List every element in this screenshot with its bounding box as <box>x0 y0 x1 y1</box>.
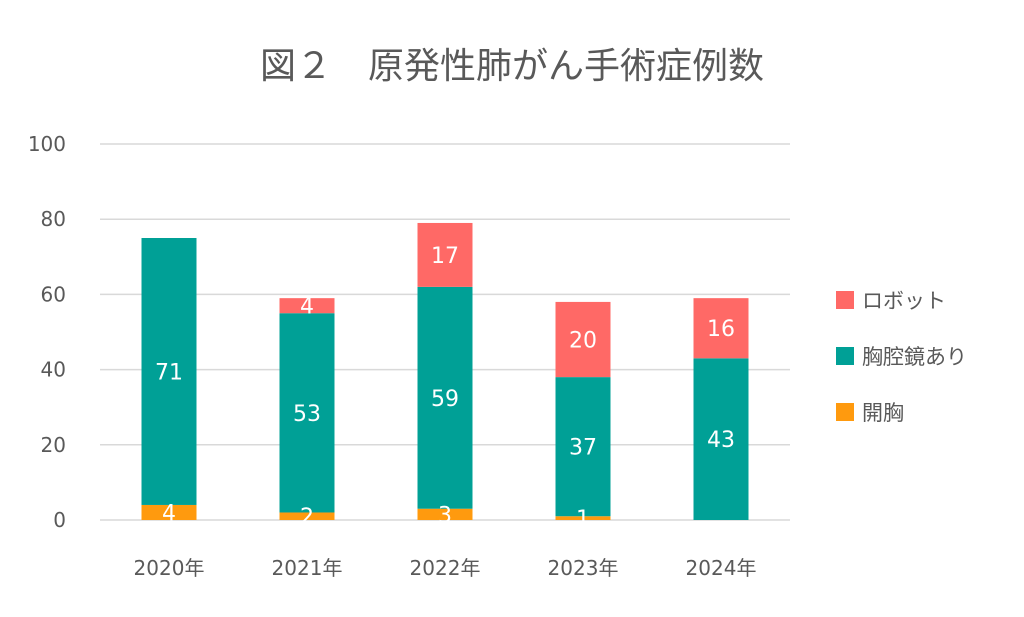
data-label: 17 <box>431 244 459 269</box>
y-tick-label: 40 <box>41 358 66 382</box>
bar-segment <box>279 313 335 513</box>
data-label: 53 <box>293 402 321 427</box>
data-label: 20 <box>569 329 597 354</box>
x-tick-label: 2024年 <box>686 556 757 580</box>
y-tick-labels: 0 20 40 60 80 100 <box>28 132 66 532</box>
chart-title: 図２ 原発性肺がん手術症例数 <box>260 46 764 87</box>
bar-segment <box>417 286 473 509</box>
bar-segment <box>555 377 611 517</box>
y-tick-label: 60 <box>41 282 66 306</box>
bar-segment <box>555 301 611 378</box>
bar-segment <box>141 504 197 520</box>
x-tick-label: 2020年 <box>134 556 205 580</box>
data-label: 71 <box>155 360 183 385</box>
y-tick-label: 80 <box>41 207 66 231</box>
data-label: 16 <box>707 317 735 342</box>
legend-label: 開胸 <box>862 401 904 425</box>
x-tick-label: 2023年 <box>548 556 619 580</box>
legend-label: ロボット <box>862 289 946 313</box>
x-tick-label: 2022年 <box>410 556 481 580</box>
data-label: 3 <box>438 503 452 528</box>
legend-label: 胸腔鏡あり <box>862 345 967 369</box>
bar-segment <box>417 508 473 520</box>
data-label: 37 <box>569 436 597 461</box>
data-label: 2 <box>300 505 314 530</box>
legend-swatch <box>836 347 854 365</box>
bar-segment <box>417 222 473 287</box>
y-tick-label: 100 <box>28 132 66 156</box>
data-label: 4 <box>300 295 314 320</box>
bar-segment <box>279 298 335 314</box>
bar-segment <box>555 516 611 520</box>
y-tick-label: 20 <box>41 433 66 457</box>
x-tick-labels: 2020年 2021年 2022年 2023年 2024年 <box>134 556 757 580</box>
legend-swatch <box>836 291 854 309</box>
legend-swatch <box>836 403 854 421</box>
data-label: 1 <box>576 507 590 532</box>
bar-segment <box>279 512 335 520</box>
data-label: 59 <box>431 387 459 412</box>
x-tick-label: 2021年 <box>272 556 343 580</box>
bar-segment <box>141 238 197 505</box>
bars <box>141 222 749 520</box>
y-tick-label: 0 <box>53 508 66 532</box>
bar-segment <box>693 298 749 359</box>
bar-segment <box>693 358 749 520</box>
data-label: 43 <box>707 428 735 453</box>
data-label: 4 <box>162 501 176 526</box>
